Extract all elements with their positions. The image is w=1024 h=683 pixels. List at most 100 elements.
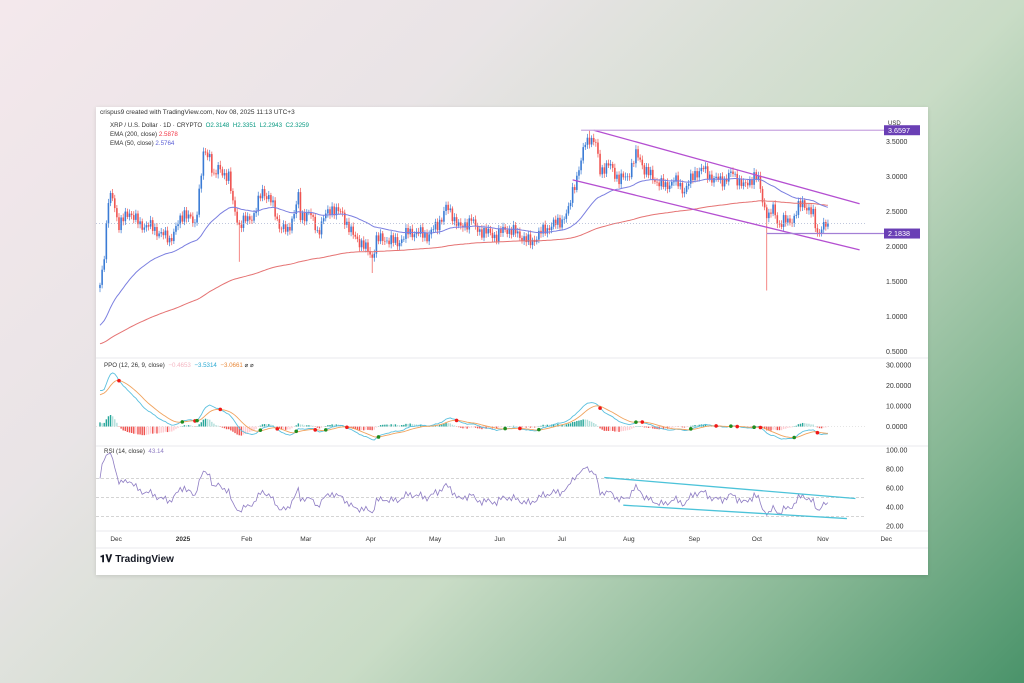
ppo-tick-label: 20.0000: [886, 383, 911, 390]
candle-body: [221, 169, 224, 176]
ppo-hist-bar: [479, 426, 481, 429]
ppo-hist-bar: [299, 424, 302, 427]
candle-body: [546, 228, 549, 234]
ppo-hist-bar: [413, 424, 416, 427]
ppo-hist-bar: [145, 426, 148, 435]
candle-body: [671, 182, 673, 186]
tradingview-logo[interactable]: 𝟏𝐕 TradingView: [100, 554, 174, 565]
ppo-hist-bar: [576, 421, 578, 427]
ppo-hist-bar: [612, 426, 614, 431]
ema200-value: 2.5878: [158, 131, 178, 138]
candle-body: [719, 176, 722, 180]
candle-body: [698, 171, 701, 178]
ppo-hist-bar: [462, 426, 464, 429]
chart-canvas[interactable]: 3.5000 3.0000 2.5000 2.0000 1.5000 1.0000 0.50…: [96, 107, 928, 575]
candle-body: [696, 171, 698, 178]
candle-body: [757, 175, 760, 180]
candle-body: [242, 215, 245, 228]
candle-body: [253, 213, 255, 221]
candle-body: [324, 213, 327, 219]
ppo-bear-cross-dot: [598, 406, 602, 410]
ppo-hist-bar: [650, 426, 652, 428]
ppo-hist-bar: [356, 426, 359, 430]
ppo-hist-bar: [333, 424, 335, 427]
candle-body: [381, 233, 384, 241]
candle-body: [430, 229, 433, 235]
candle-body: [723, 178, 726, 187]
candle-body: [206, 152, 209, 158]
price-tick-label: 1.0000: [886, 314, 908, 321]
candle-body: [597, 142, 599, 154]
ppo-hist-bar: [582, 419, 584, 427]
candle-body: [649, 169, 652, 176]
candle-body: [213, 172, 215, 174]
ppo-hist-bar: [301, 424, 304, 427]
candle-body: [170, 237, 173, 242]
candle-body: [586, 137, 589, 145]
candle-body: [453, 217, 456, 222]
ppo-hist-bar: [563, 424, 565, 427]
tradingview-logo-icon: 𝟏𝐕: [100, 554, 113, 565]
ppo-hist-bar: [407, 423, 409, 427]
ppo-hist-bar: [103, 422, 105, 427]
candle-body: [225, 173, 228, 181]
candle-body: [388, 240, 390, 245]
candle-body: [704, 166, 707, 170]
rsi-upper-trendline: [604, 476, 856, 500]
candle-body: [582, 147, 584, 161]
candle-body: [405, 227, 407, 239]
ppo-hist-bar: [401, 425, 403, 427]
date-tick-label: 2025: [176, 536, 191, 543]
candle-body: [782, 215, 785, 227]
candle-body: [322, 218, 325, 222]
candle-body: [820, 229, 823, 234]
candle-body: [398, 243, 401, 247]
ppo-hist-bar: [139, 426, 141, 435]
ppo-hist-bar: [259, 425, 262, 427]
ppo-hist-bar: [236, 426, 238, 435]
ppo-hist-bar: [306, 425, 308, 427]
candle-body: [706, 166, 709, 179]
ppo-hist-bar: [358, 426, 361, 431]
ppo-bull-cross-dot: [689, 427, 693, 431]
candle-body: [156, 227, 158, 237]
candle-body: [822, 222, 825, 230]
ppo-hist-bar: [109, 415, 112, 427]
ppo-hist-bar: [628, 426, 631, 430]
candle-body: [561, 219, 563, 228]
candle-body: [588, 137, 591, 145]
ppo-hist-bar: [685, 426, 688, 428]
candle-body: [327, 209, 329, 214]
candle-body: [447, 204, 449, 211]
ppo-hist-bar: [265, 424, 268, 427]
ppo-hist-bar: [681, 426, 684, 428]
candle-body: [436, 221, 439, 231]
candle-body: [607, 163, 610, 166]
candle-body: [234, 200, 236, 212]
candle-body: [168, 237, 171, 243]
candle-body: [371, 254, 373, 258]
candle-body: [240, 224, 243, 228]
ppo-hist-bar: [548, 424, 551, 427]
ppo-hist-bar: [791, 426, 793, 428]
candle-body: [630, 162, 633, 178]
candle-body: [479, 229, 481, 232]
ppo-hist-bar: [268, 424, 270, 427]
candle-body: [673, 181, 675, 183]
candle-body: [690, 173, 692, 184]
candle-body: [103, 259, 106, 270]
candle-body: [516, 231, 519, 234]
candle-body: [531, 239, 534, 246]
candle-body: [571, 187, 574, 203]
candle-body: [685, 185, 688, 192]
candle-body: [278, 219, 281, 229]
candle-body: [135, 213, 137, 220]
ema50-label: EMA (50, close): [110, 140, 154, 147]
candle-body: [257, 195, 260, 212]
candle-body: [365, 242, 367, 249]
ppo-hist-bar: [816, 426, 819, 428]
candle-body: [272, 200, 274, 203]
ppo-hist-bar: [392, 424, 394, 427]
candle-body: [633, 162, 635, 164]
ppo-hist-bar: [536, 426, 538, 428]
